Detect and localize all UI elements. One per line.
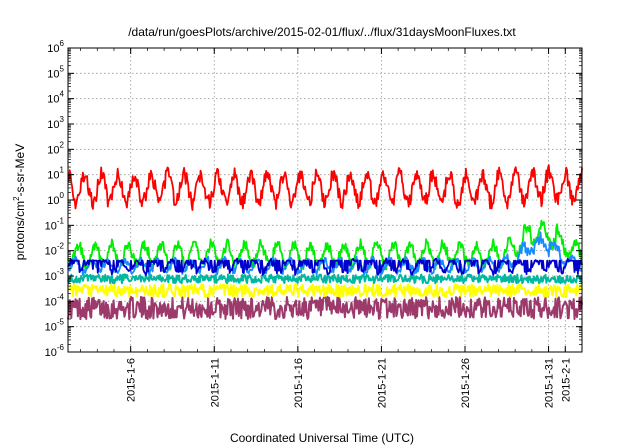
x-tick-label: 2015-1-6 [126, 358, 138, 402]
y-tick-label: 10-6 [45, 343, 65, 359]
series-line-2 [67, 283, 583, 298]
y-axis: 10-6 10-5 10-4 10-3 10-2 10-1 100 101 102 103 104 1… [45, 39, 582, 359]
x-tick-label: 2015-1-21 [376, 358, 388, 408]
y-tick-label: 10-2 [45, 242, 65, 258]
series-line-6 [67, 257, 583, 276]
x-tick-label: 2015-1-26 [460, 358, 472, 408]
x-tick-label: 2015-1-31 [544, 358, 556, 408]
y-tick-label: 10-1 [45, 216, 65, 232]
y-tick-label: 100 [47, 191, 64, 207]
y-tick-label: 104 [47, 90, 64, 106]
y-axis-label: protons/cm2-s-sr-MeV [12, 144, 27, 260]
x-axis: 2015-1-6 2015-1-11 2015-1-16 2015-1-21 2015-… [80, 48, 572, 408]
chart-title: /data/run/goesPlots/archive/2015-02-01/f… [128, 25, 516, 39]
y-tick-label: 10-4 [45, 292, 65, 308]
x-axis-label: Coordinated Universal Time (UTC) [230, 431, 414, 445]
y-tick-label: 10-5 [45, 318, 65, 334]
y-tick-label: 106 [47, 39, 64, 55]
y-tick-label: 10-3 [45, 267, 65, 283]
series-line-7 [67, 164, 583, 211]
series-layer [67, 164, 583, 321]
y-tick-label: 105 [47, 64, 64, 80]
y-tick-label: 103 [47, 115, 64, 131]
y-tick-label: 102 [47, 140, 64, 156]
x-tick-label: 2015-2-1 [560, 358, 572, 402]
x-tick-label: 2015-1-11 [209, 358, 221, 407]
y-tick-label: 101 [47, 166, 64, 182]
x-tick-label: 2015-1-16 [293, 358, 305, 408]
series-line-3 [67, 273, 583, 285]
series-line-1 [67, 295, 583, 321]
